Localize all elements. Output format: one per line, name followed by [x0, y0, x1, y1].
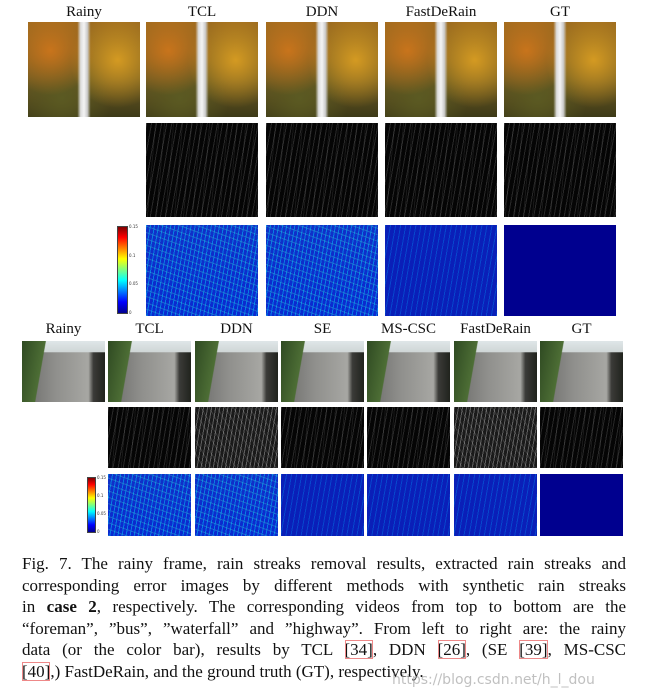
caption: Fig. 7. The rainy frame, rain streaks re…: [22, 553, 626, 682]
frame-image: [504, 22, 616, 117]
watermark: https://blog.csdn.net/h_l_dou: [392, 672, 595, 688]
rain-streak-image: [367, 407, 450, 468]
rain-streak-image: [108, 407, 191, 468]
color-bar-tick: 0.05: [97, 511, 106, 516]
frame-image: [540, 341, 623, 402]
caption-text: data (or the color bar), results by TCL: [22, 640, 345, 659]
column-header: GT: [571, 321, 592, 337]
caption-line: Fig. 7. The rainy frame, rain streaks re…: [22, 553, 626, 575]
color-bar-tick: 0.1: [129, 252, 136, 258]
error-image: [540, 474, 623, 536]
rain-streak-image: [454, 407, 537, 468]
caption-line: “foreman”, ”bus”, ”waterfall” and ”highw…: [22, 618, 626, 640]
rain-streak-image: [266, 123, 378, 217]
color-bar: [117, 226, 128, 314]
rain-streak-image: [195, 407, 278, 468]
citation[interactable]: [39]: [519, 640, 548, 659]
column-header: TCL: [135, 321, 164, 337]
caption-text: Fig. 7. The rainy frame, rain streaks re…: [22, 554, 626, 573]
error-image: [385, 225, 497, 316]
rain-streak-image: [281, 407, 364, 468]
color-bar-tick: 0: [129, 310, 132, 315]
frame-image: [454, 341, 537, 402]
frame-image: [385, 22, 497, 117]
color-bar-tick: 0.1: [97, 493, 104, 498]
color-bar: [87, 477, 96, 533]
caption-line: corresponding error images by different …: [22, 575, 626, 597]
color-bar-tick: 0.15: [97, 475, 106, 480]
column-header: Rainy: [66, 4, 102, 20]
frame-image: [367, 341, 450, 402]
citation[interactable]: [34]: [344, 640, 373, 659]
error-image: [504, 225, 616, 316]
caption-bold: case 2: [46, 597, 97, 616]
citation[interactable]: [26]: [437, 640, 466, 659]
frame-image: [281, 341, 364, 402]
caption-line: data (or the color bar), results by TCL …: [22, 639, 626, 661]
citation[interactable]: [40]: [22, 661, 51, 681]
caption-text: corresponding error images by different …: [22, 575, 626, 595]
error-image: [367, 474, 450, 536]
frame-image: [266, 22, 378, 117]
frame-image: [195, 341, 278, 402]
rain-streak-image: [504, 123, 616, 217]
error-image: [281, 474, 364, 536]
frame-image: [22, 341, 105, 402]
caption-text: “foreman”, ”bus”, ”waterfall” and ”highw…: [22, 618, 626, 638]
caption-text: , DDN: [372, 640, 438, 659]
caption-line: in case 2, respectively. The correspondi…: [22, 596, 626, 618]
caption-text: in: [22, 597, 47, 616]
caption-text: , MS-CSC: [547, 640, 626, 659]
error-image: [195, 474, 278, 536]
color-bar-tick: 0: [97, 529, 100, 534]
column-header: MS-CSC: [380, 321, 437, 337]
color-bar-tick: 0.15: [129, 224, 138, 229]
caption-text: , respectively. The corresponding videos…: [96, 597, 626, 616]
error-image: [146, 225, 258, 316]
error-image: [454, 474, 537, 536]
rain-streak-image: [540, 407, 623, 468]
column-header: FastDeRain: [405, 4, 477, 20]
error-image: [266, 225, 378, 316]
column-header: DDN: [305, 4, 339, 20]
error-image: [108, 474, 191, 536]
caption-text: , (SE: [465, 640, 520, 659]
caption-text: ,) FastDeRain, and the ground truth (GT)…: [50, 661, 424, 681]
frame-image: [108, 341, 191, 402]
rain-streak-image: [385, 123, 497, 217]
rain-streak-image: [146, 123, 258, 217]
color-bar-tick: 0.05: [129, 281, 138, 287]
column-header: FastDeRain: [460, 321, 531, 337]
column-header: GT: [550, 4, 570, 20]
frame-image: [28, 22, 140, 117]
frame-image: [146, 22, 258, 117]
column-header: TCL: [187, 4, 217, 20]
column-header: Rainy: [45, 321, 82, 337]
column-header: SE: [313, 321, 332, 337]
caption-line: [40],) FastDeRain, and the ground truth …: [22, 661, 626, 683]
column-header: DDN: [220, 321, 253, 337]
